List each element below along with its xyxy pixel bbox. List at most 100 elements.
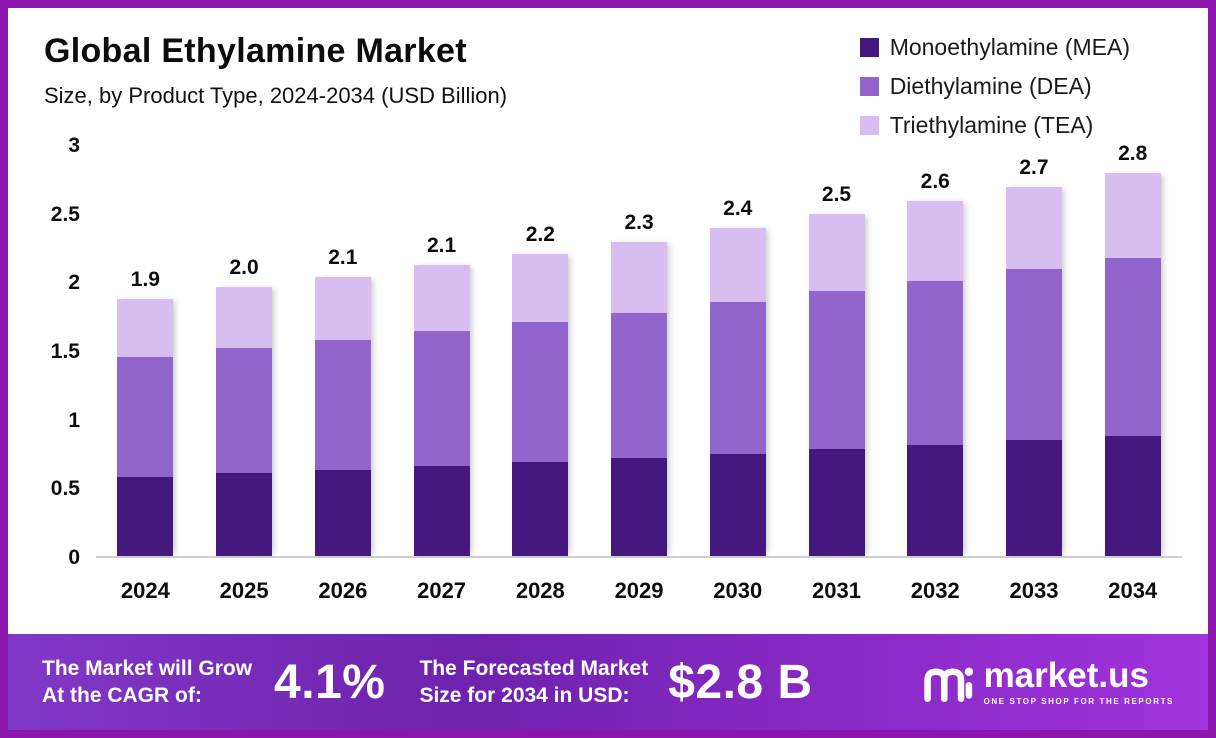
stacked-bar-2029[interactable]: [611, 241, 668, 556]
cagr-label: The Market will Grow At the CAGR of:: [42, 655, 252, 710]
y-tick-label: 0.5: [50, 477, 80, 501]
bar-segment-mea[interactable]: [709, 453, 766, 556]
bar-segment-dea[interactable]: [216, 348, 273, 473]
legend-item-tea[interactable]: Triethylamine (TEA): [859, 112, 1130, 139]
stacked-bar-2027[interactable]: [413, 264, 470, 556]
cagr-label-line1: The Market will Grow: [42, 656, 253, 680]
legend: Monoethylamine (MEA) Diethylamine (DEA) …: [859, 34, 1130, 139]
bar-column-2025: 2.0: [195, 146, 294, 556]
bar-total-label: 2.4: [723, 197, 753, 220]
bar-column-2032: 2.6: [886, 146, 985, 556]
bar-segment-mea[interactable]: [314, 469, 371, 556]
x-axis-label: 2028: [515, 578, 565, 603]
y-axis: 0 0.5 1 1.5 2 2.5 3: [36, 134, 96, 569]
bar-segment-tea[interactable]: [907, 200, 964, 282]
bar-column-2024: 1.9: [96, 146, 195, 556]
x-axis-label: 2031: [812, 578, 861, 603]
bar-segment-mea[interactable]: [611, 457, 668, 556]
stacked-bar-2033[interactable]: [1005, 187, 1062, 556]
bar-segment-mea[interactable]: [216, 472, 273, 556]
bar-segment-tea[interactable]: [808, 214, 865, 291]
bar-total-label: 2.1: [426, 233, 457, 257]
bar-segment-dea[interactable]: [709, 301, 766, 454]
bar-segment-dea[interactable]: [512, 322, 569, 462]
bar-total-label: 1.9: [130, 268, 160, 292]
marketus-logo-icon: [923, 667, 973, 702]
stacked-bar-2034[interactable]: [1104, 173, 1161, 556]
legend-label-tea: Triethylamine (TEA): [889, 112, 1094, 138]
y-tick-label: 2.5: [50, 202, 80, 226]
stacked-bar-2025[interactable]: [216, 286, 273, 556]
legend-swatch-dea: [859, 77, 879, 96]
y-tick-label: 1: [68, 408, 80, 432]
stacked-bar-2030[interactable]: [709, 228, 766, 556]
bar-segment-dea[interactable]: [117, 356, 174, 477]
cagr-label-line2: At the CAGR of:: [42, 684, 202, 707]
bar-segment-mea[interactable]: [117, 476, 174, 556]
bar-segment-tea[interactable]: [512, 253, 569, 323]
page-title: Global Ethylamine Market: [44, 32, 467, 70]
bar-segment-tea[interactable]: [1104, 173, 1161, 259]
bar-segment-mea[interactable]: [808, 449, 865, 556]
bar-segment-mea[interactable]: [1005, 439, 1062, 556]
bar-total-label: 2.3: [624, 210, 654, 234]
bar-segment-mea[interactable]: [512, 461, 569, 556]
legend-swatch-mea: [859, 38, 879, 57]
stacked-bar-2024[interactable]: [117, 299, 174, 556]
stacked-bar-2026[interactable]: [314, 277, 371, 556]
bar-segment-dea[interactable]: [907, 281, 964, 446]
legend-item-dea[interactable]: Diethylamine (DEA): [859, 73, 1130, 100]
legend-label-mea: Monoethylamine (MEA): [889, 34, 1130, 60]
brand-tagline: ONE STOP SHOP FOR THE REPORTS: [983, 697, 1174, 706]
bar-segment-dea[interactable]: [1005, 269, 1062, 440]
page-subtitle: Size, by Product Type, 2024-2034 (USD Bi…: [44, 83, 508, 108]
bar-segment-tea[interactable]: [611, 241, 668, 313]
stacked-bar-2032[interactable]: [907, 200, 964, 556]
bar-segment-dea[interactable]: [611, 312, 668, 458]
bar-segment-dea[interactable]: [1104, 258, 1161, 436]
bar-column-2027: 2.1: [392, 146, 491, 556]
bar-total-label: 2.0: [229, 255, 259, 279]
y-tick-label: 3: [68, 134, 80, 157]
forecast-label-line1: The Forecasted Market: [419, 656, 649, 680]
x-axis-label: 2024: [120, 578, 170, 603]
bar-segment-mea[interactable]: [1104, 435, 1161, 556]
bar-segment-tea[interactable]: [413, 264, 470, 331]
y-tick-label: 0: [68, 546, 80, 569]
bar-segment-mea[interactable]: [413, 465, 470, 556]
bar-column-2031: 2.5: [787, 146, 886, 556]
bar-segment-tea[interactable]: [314, 277, 371, 341]
bar-column-2026: 2.1: [293, 146, 392, 556]
bar-total-label: 2.1: [328, 246, 358, 270]
legend-label-dea: Diethylamine (DEA): [889, 73, 1092, 99]
x-axis-label: 2034: [1108, 578, 1158, 603]
y-tick-label: 1.5: [50, 340, 80, 363]
forecast-value: $2.8 B: [668, 655, 813, 709]
brand-logo[interactable]: market.us ONE STOP SHOP FOR THE REPORTS: [922, 658, 1174, 706]
bar-segment-mea[interactable]: [907, 445, 964, 556]
x-axis-label: 2025: [219, 578, 269, 603]
bar-segment-tea[interactable]: [709, 228, 766, 302]
bar-total-label: 2.8: [1118, 142, 1148, 166]
stacked-bar-2031[interactable]: [808, 214, 865, 556]
bar-total-label: 2.7: [1019, 156, 1049, 179]
forecast-label-line2: Size for 2034 in USD:: [419, 684, 630, 707]
legend-item-mea[interactable]: Monoethylamine (MEA): [859, 34, 1130, 61]
bar-segment-tea[interactable]: [1005, 187, 1062, 270]
bar-segment-tea[interactable]: [216, 286, 273, 349]
bar-segment-tea[interactable]: [117, 299, 174, 357]
x-axis-label: 2027: [417, 578, 467, 603]
stacked-bar-2028[interactable]: [512, 253, 569, 556]
bar-segment-dea[interactable]: [314, 340, 371, 470]
stacked-bar-chart: 0 0.5 1 1.5 2 2.5 3 1.9 2.0 2.1 2.1 2.2 2.3 2.4 2.5 2.…: [36, 134, 1182, 604]
x-axis-label: 2033: [1009, 578, 1059, 603]
legend-swatch-tea: [859, 116, 879, 135]
bar-segment-dea[interactable]: [413, 330, 470, 466]
bar-column-2029: 2.3: [590, 146, 689, 556]
chart-header: Global Ethylamine Market Size, by Produc…: [44, 32, 507, 109]
footer-banner: The Market will Grow At the CAGR of: 4.1…: [8, 634, 1208, 730]
bar-column-2030: 2.4: [688, 146, 787, 556]
bar-total-label: 2.2: [525, 222, 555, 246]
bar-segment-dea[interactable]: [808, 290, 865, 450]
bar-column-2028: 2.2: [491, 146, 590, 556]
